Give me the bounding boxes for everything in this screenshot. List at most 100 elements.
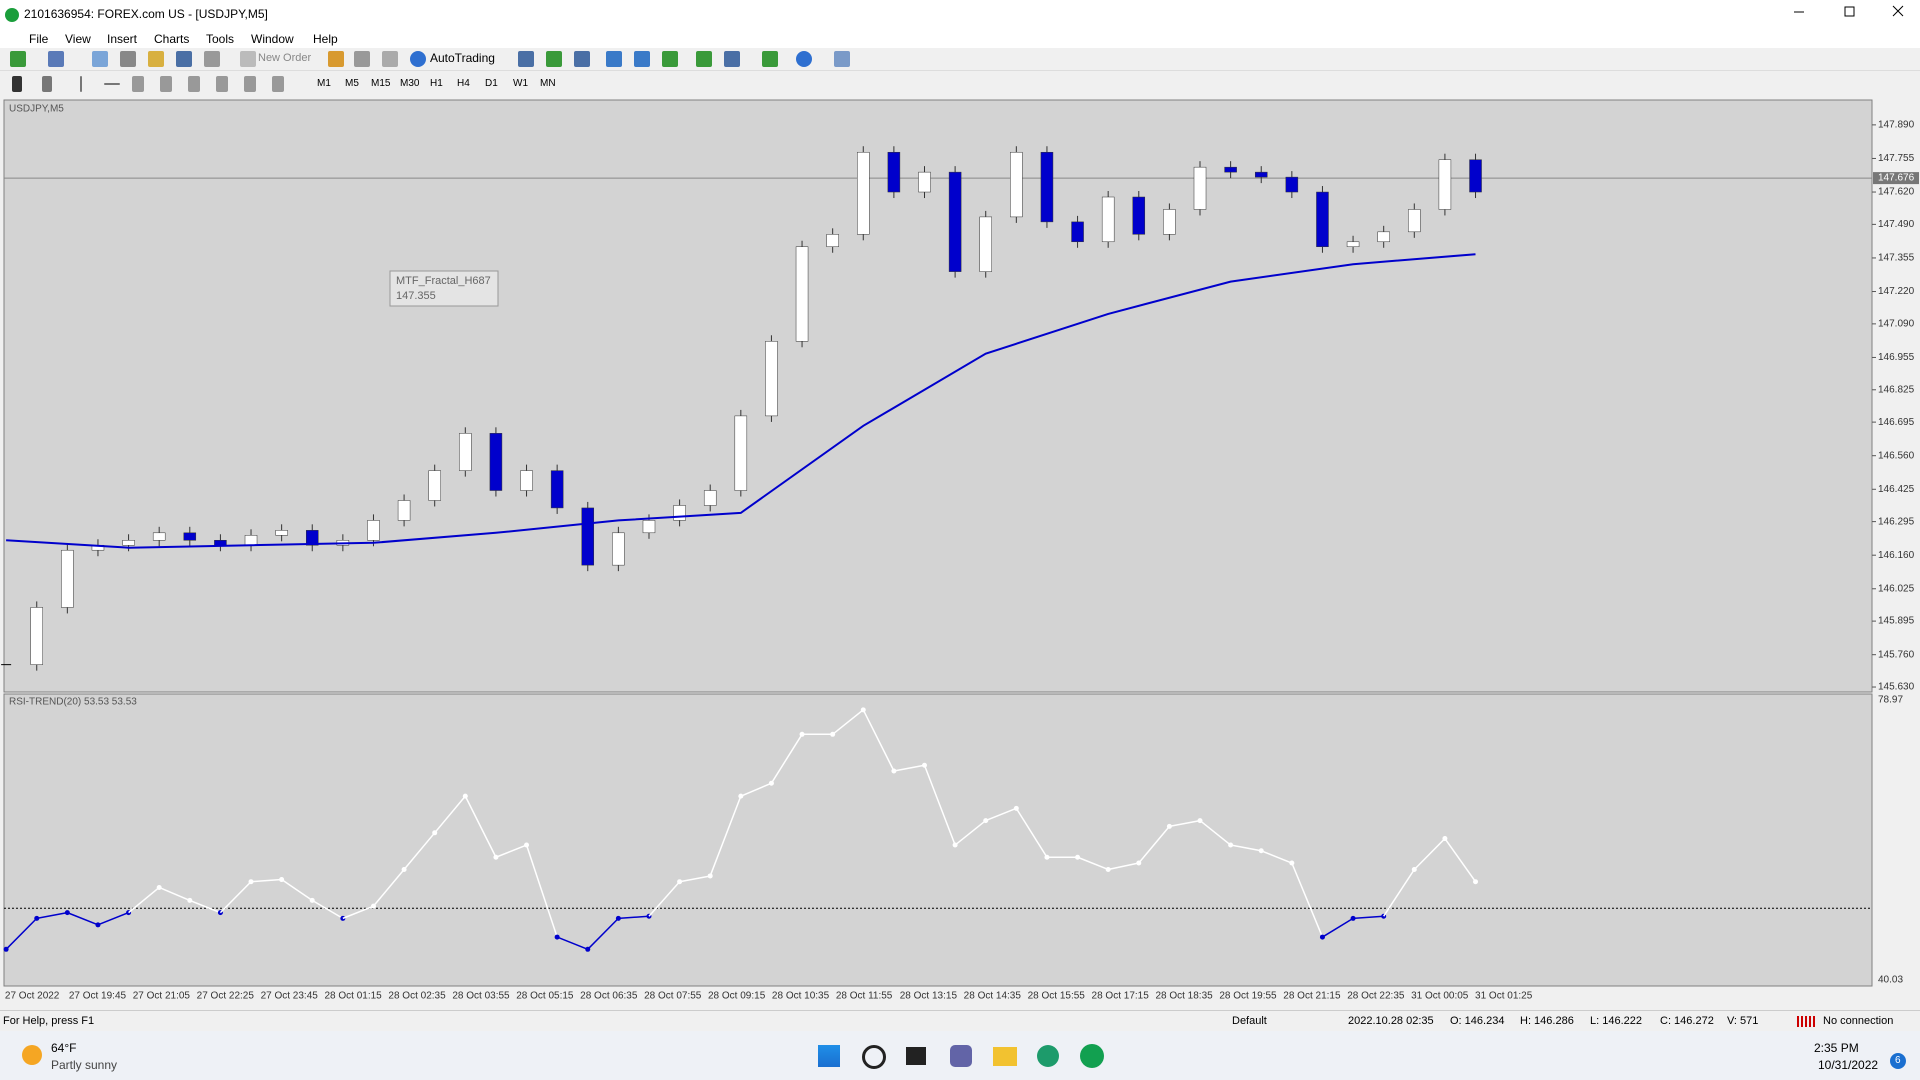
tool-icon[interactable] [148,51,164,67]
timeframe-button[interactable]: M30 [400,78,420,89]
start-button[interactable] [818,1045,840,1067]
clock-time[interactable]: 2:35 PM [1814,1041,1859,1055]
indicator-segment [97,911,129,926]
notification-badge[interactable] [1890,1053,1906,1069]
edge-button[interactable] [1037,1045,1059,1067]
candle [1040,151,1054,223]
indicator-segment [525,844,558,938]
menu-item[interactable]: Tools [206,32,235,46]
y-tick-label: 147.755 [1878,153,1915,164]
x-tick-label: 28 Oct 02:35 [388,991,446,1002]
price-pane [3,99,1873,693]
tool-icon[interactable] [240,51,256,67]
clock-date[interactable]: 10/31/2022 [1818,1058,1879,1072]
tool-icon[interactable] [328,51,344,67]
candle [214,540,227,546]
weather-icon[interactable] [22,1045,42,1065]
tool-icon[interactable] [354,51,370,67]
indicator-segment [1199,819,1232,846]
x-tick-label: 27 Oct 2022 [5,991,60,1002]
tool-icon[interactable] [696,51,712,67]
indicator-segment [1322,917,1354,938]
crosshair-tool[interactable] [42,76,52,92]
candle [183,532,197,541]
teams-button[interactable] [950,1045,972,1067]
vline-tool[interactable] [80,76,82,92]
toolbar: New Order AutoTrading [0,48,1920,71]
menu-item[interactable]: Charts [154,32,190,46]
indicator-segment [158,886,191,902]
close[interactable] [1892,5,1904,17]
candle [1408,209,1421,233]
tool-icon[interactable] [546,51,562,67]
text-tool[interactable] [216,76,228,92]
y-tick-label: 145.895 [1878,616,1915,627]
timeframe-button[interactable]: M15 [371,78,391,89]
candle [1224,166,1237,173]
y-tick-label: 145.760 [1878,649,1915,660]
arrow-tool[interactable] [272,76,284,92]
timeframe-button[interactable]: M1 [317,78,331,89]
y-tick-label: 146.425 [1878,484,1915,495]
tool-icon[interactable] [48,51,64,67]
tool-icon[interactable] [10,51,26,67]
indicator-segment [1353,915,1384,920]
indicator-segment [1077,856,1109,871]
tool-icon[interactable] [92,51,108,67]
timeframe-button[interactable]: D1 [485,78,498,89]
timeframe-button[interactable]: M5 [345,78,359,89]
channel-tool[interactable] [160,76,172,92]
autotrading-icon[interactable] [410,51,426,67]
menu-item[interactable]: Insert [107,32,138,46]
weather-temp[interactable]: 64°F [51,1041,77,1055]
tool-icon[interactable] [382,51,398,67]
tooltip-name: MTF_Fractal_H687 [396,275,491,287]
tool-icon[interactable] [204,51,220,67]
tool-icon[interactable] [834,51,850,67]
x-tick-label: 27 Oct 19:45 [69,991,127,1002]
timeframe-button[interactable]: H1 [430,78,443,89]
terminal-button[interactable] [1080,1044,1104,1068]
new-order[interactable]: New Order [258,52,312,64]
status-help: For Help, press F1 [3,1015,95,1027]
menu-item[interactable]: Help [313,32,338,46]
tool-icon[interactable] [120,51,136,67]
tool-icon[interactable] [574,51,590,67]
label-tool[interactable] [244,76,256,92]
tool-icon[interactable] [796,51,812,67]
y-tick-label: 147.090 [1878,319,1915,330]
y-tick-label: 147.890 [1878,120,1915,131]
candle [581,507,595,566]
timeframe-button[interactable]: H4 [457,78,470,89]
hline-tool[interactable] [104,83,120,85]
menu-item[interactable]: Window [251,32,294,46]
window-controls[interactable] [1770,0,1920,30]
search-button[interactable] [862,1045,886,1069]
tool-icon[interactable] [606,51,622,67]
candle [1469,159,1482,193]
restore[interactable] [1844,6,1855,17]
trend-tool[interactable] [132,76,144,92]
x-tick-label: 28 Oct 07:55 [644,991,702,1002]
tool-icon[interactable] [762,51,778,67]
indicator-segment [1015,807,1048,858]
tool-icon[interactable] [518,51,534,67]
tool-icon[interactable] [662,51,678,67]
auto-trading[interactable]: AutoTrading [430,51,495,65]
explorer-button[interactable] [993,1047,1017,1066]
tool-icon[interactable] [176,51,192,67]
menu-item[interactable]: View [65,32,91,46]
menu-item[interactable]: File [29,32,49,46]
taskview-button[interactable] [906,1047,926,1065]
tool-icon[interactable] [634,51,650,67]
x-tick-label: 28 Oct 11:55 [836,991,893,1002]
candle [122,540,135,546]
timeframe-button[interactable]: MN [540,78,556,89]
tool-icon[interactable] [724,51,740,67]
weather-text[interactable]: Partly sunny [51,1058,118,1072]
notification-count[interactable]: 6 [1895,1055,1901,1066]
cursor-tool[interactable] [12,76,22,92]
fibo-tool[interactable] [188,76,200,92]
timeframe-button[interactable]: W1 [513,78,528,89]
